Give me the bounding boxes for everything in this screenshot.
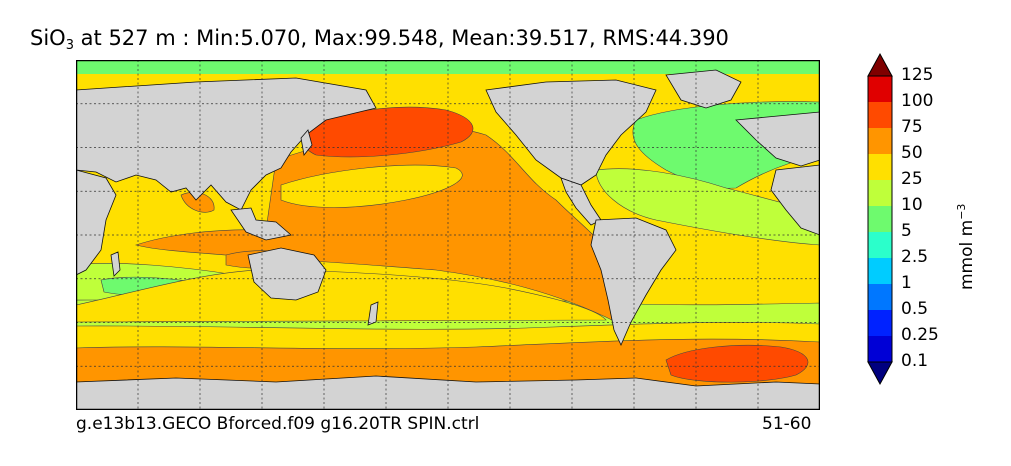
map-panel [76, 60, 820, 410]
south-america-land [590, 217, 677, 346]
colorbar-extend-min [867, 361, 893, 386]
colorbar-tick-label: 10 [901, 195, 923, 215]
north-pacific-red-region [301, 106, 474, 158]
colorbar-tick-label: 5 [901, 221, 912, 241]
north-america-land [485, 79, 657, 186]
run-name-label: g.e13b13.GECO Bforced.f09 g16.20TR SPIN.… [76, 414, 480, 434]
colorbar-segment [868, 232, 892, 258]
colorbar-units-label: mmol m−3 [955, 203, 977, 290]
west-africa-land [770, 164, 820, 236]
greenland-land [665, 69, 742, 109]
map-frame [76, 60, 820, 410]
colorbar-tick-label: 2.5 [901, 247, 929, 267]
colorbar-segment [868, 154, 892, 180]
south-pacific-yellow-gyre [76, 269, 607, 323]
colorbar-tick-label: 1 [901, 273, 912, 293]
colorbar-segment [868, 336, 892, 362]
colorbar-segment [868, 128, 892, 154]
new-zealand-land [367, 301, 379, 326]
atlantic-lime [595, 168, 820, 246]
year-range-label: 51-60 [762, 414, 812, 434]
ocean-map [76, 60, 820, 410]
pacific-orange-region [134, 127, 632, 323]
colorbar-tick-label: 125 [901, 65, 934, 85]
colorbar-segment [868, 180, 892, 206]
colorbar-tick-label: 0.25 [901, 325, 939, 345]
north-pacific-yellow-gyre [280, 164, 463, 208]
madagascar-land [110, 251, 121, 277]
colorbar-tick-label: 50 [901, 143, 923, 163]
colorbar-tick-label: 0.5 [901, 299, 929, 319]
japan-land [300, 129, 313, 156]
europe-west-land [735, 111, 820, 167]
weddell-sea-region [665, 344, 809, 383]
colorbar-frame [867, 75, 893, 363]
colorbar-extend-max [867, 52, 893, 77]
colorbar-tick-label: 0.1 [901, 351, 929, 371]
colorbar-segment [868, 76, 892, 102]
colorbar-tick-label: 25 [901, 169, 923, 189]
colorbar-segment [868, 310, 892, 336]
colorbar-tick-label: 100 [901, 91, 934, 111]
colorbar-tick-label: 75 [901, 117, 923, 137]
colorbar-segment [868, 102, 892, 128]
chart-title: SiO3 at 527 m : Min:5.070, Max:99.548, M… [30, 26, 729, 53]
colorbar [867, 52, 893, 386]
indonesia-land [230, 207, 292, 241]
australia-land [247, 247, 327, 301]
colorbar-segment [868, 206, 892, 232]
colorbar-segment [868, 284, 892, 310]
colorbar-segment [868, 258, 892, 284]
